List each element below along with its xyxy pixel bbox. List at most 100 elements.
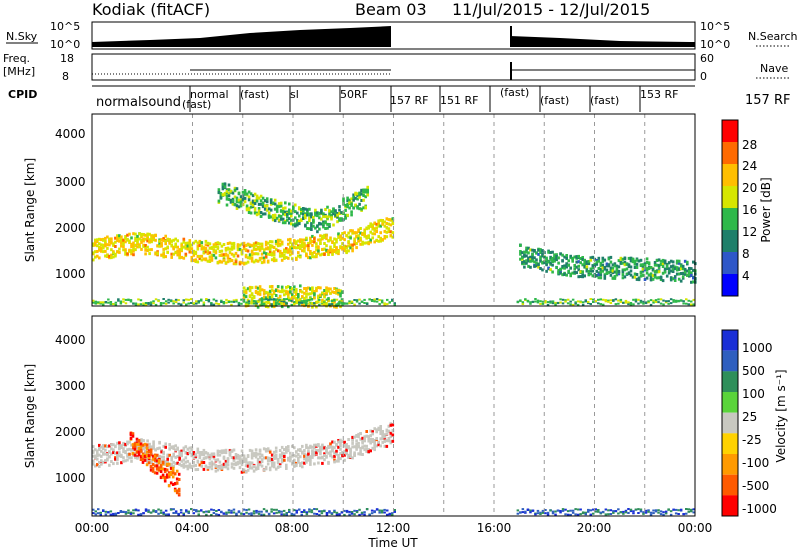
power-pixel	[255, 194, 259, 198]
power-pixel	[196, 254, 200, 258]
power-pixel	[242, 286, 246, 290]
power-pixel	[119, 302, 123, 305]
x-tick-1: 04:00	[175, 521, 210, 535]
velocity-pixel	[389, 423, 393, 427]
power-pixel	[128, 239, 131, 243]
velocity-pixel	[185, 509, 188, 512]
velocity-pixel	[136, 446, 139, 449]
power-pixel	[257, 209, 261, 213]
power-pixel	[238, 243, 242, 247]
power-pixel	[190, 302, 193, 304]
power-pixel	[210, 246, 214, 250]
velocity-pixel	[188, 462, 192, 466]
velocity-pixel	[632, 510, 635, 513]
power-pixel	[197, 300, 200, 303]
velocity-pixel	[182, 462, 186, 466]
power-pixel	[323, 292, 326, 296]
power-pixel	[362, 206, 365, 210]
velocity-pixel	[161, 467, 165, 471]
power-pixel	[360, 300, 364, 303]
power-pixel	[377, 219, 380, 223]
velocity-pixel	[246, 461, 250, 465]
power-pixel	[527, 246, 530, 250]
velocity-pixel	[250, 449, 254, 453]
velocity-pixel	[124, 512, 128, 515]
power-pixel	[231, 197, 235, 201]
power-pixel	[349, 246, 352, 250]
power-pixel	[315, 300, 319, 303]
power-pixel	[375, 238, 378, 242]
power-pixel	[615, 264, 619, 268]
power-pixel	[671, 260, 675, 264]
power-pixel	[288, 299, 291, 302]
power-pixel	[339, 245, 342, 249]
velocity-pixel	[102, 451, 105, 455]
power-pixel	[244, 255, 248, 259]
velocity-pixel	[157, 459, 161, 462]
velocity-pixel	[224, 451, 228, 455]
velocity-pixel	[190, 448, 194, 452]
power-pixel	[288, 202, 291, 206]
velocity-pixel	[162, 513, 165, 515]
power-pixel	[615, 271, 619, 275]
power-pixel	[182, 240, 186, 244]
velocity-pixel	[200, 464, 204, 468]
velocity-pixel	[178, 453, 181, 457]
power-pixel	[330, 300, 334, 302]
velocity-pixel	[654, 510, 658, 513]
power-pixel	[321, 298, 324, 302]
velocity-pixel	[355, 510, 359, 513]
velocity-pixel	[210, 464, 214, 468]
power-pixel	[283, 293, 286, 297]
power-pixel	[611, 269, 615, 273]
velocity-pixel	[92, 454, 95, 458]
velocity-pixel	[325, 449, 328, 453]
power-pixel	[262, 248, 266, 252]
power-pixel	[364, 190, 367, 194]
velocity-pixel	[143, 454, 147, 458]
power-pixel	[271, 214, 275, 218]
power-pixel	[136, 234, 139, 238]
power-pixel	[252, 302, 256, 305]
velocity-pixel	[248, 463, 252, 467]
power-pixel	[306, 227, 309, 230]
power-pixel	[340, 301, 344, 304]
power-pixel	[569, 272, 572, 276]
power-pixel	[280, 290, 284, 294]
power-pixel	[667, 271, 671, 275]
power-pixel	[272, 302, 276, 306]
power-pixel	[343, 302, 346, 305]
power-pixel	[239, 198, 243, 202]
power-pixel	[316, 214, 319, 218]
power-pixel	[277, 299, 281, 302]
power-pixel	[134, 236, 137, 240]
power-pixel	[547, 266, 550, 270]
power-pixel	[602, 298, 605, 301]
velocity-pixel	[157, 466, 161, 470]
velocity-pixel	[148, 442, 151, 446]
power-pixel	[256, 247, 260, 250]
power-pixel	[563, 255, 566, 259]
power-pixel	[110, 241, 113, 245]
velocity-pixel	[114, 512, 118, 515]
velocity-pixel	[163, 467, 167, 471]
power-pixel	[311, 240, 314, 243]
power-pixel	[683, 259, 687, 263]
velocity-pixel	[147, 509, 150, 512]
velocity-pixel	[202, 461, 206, 464]
velocity-pixel	[133, 453, 137, 457]
velocity-pixel	[152, 509, 155, 512]
power-pixel	[681, 267, 685, 271]
power-pixel	[323, 289, 326, 292]
velocity-pixel	[295, 509, 298, 512]
velocity-pixel	[186, 459, 190, 463]
velocity-pixel	[110, 447, 113, 451]
power-pixel	[330, 216, 333, 220]
power-pixel	[156, 244, 159, 248]
power-pixel	[285, 285, 288, 289]
power-pixel	[252, 296, 256, 300]
velocity-pixel	[333, 454, 336, 458]
power-pixel	[210, 257, 214, 261]
velocity-pixel	[226, 467, 230, 471]
velocity-pixel	[612, 511, 615, 514]
